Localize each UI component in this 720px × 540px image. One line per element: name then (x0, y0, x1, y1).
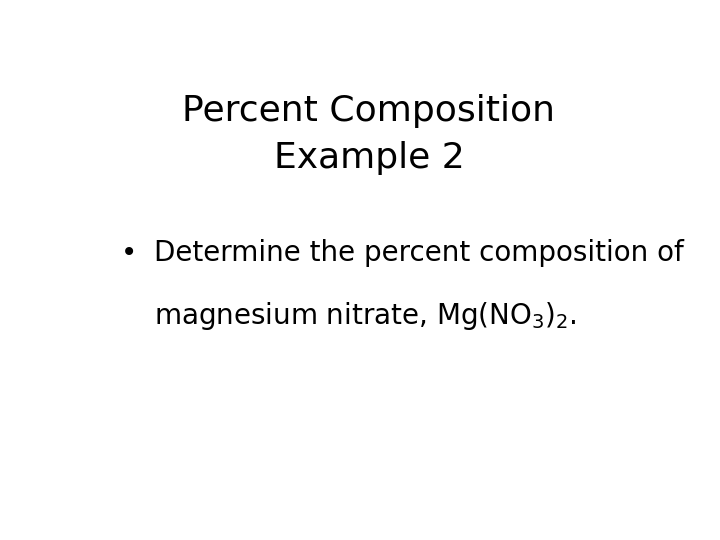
Text: •: • (121, 239, 138, 267)
Text: magnesium nitrate, Mg(NO$\mathregular{_3})_2$.: magnesium nitrate, Mg(NO$\mathregular{_3… (154, 300, 577, 332)
Text: Determine the percent composition of: Determine the percent composition of (154, 239, 684, 267)
Text: Percent Composition
Example 2: Percent Composition Example 2 (182, 94, 556, 176)
